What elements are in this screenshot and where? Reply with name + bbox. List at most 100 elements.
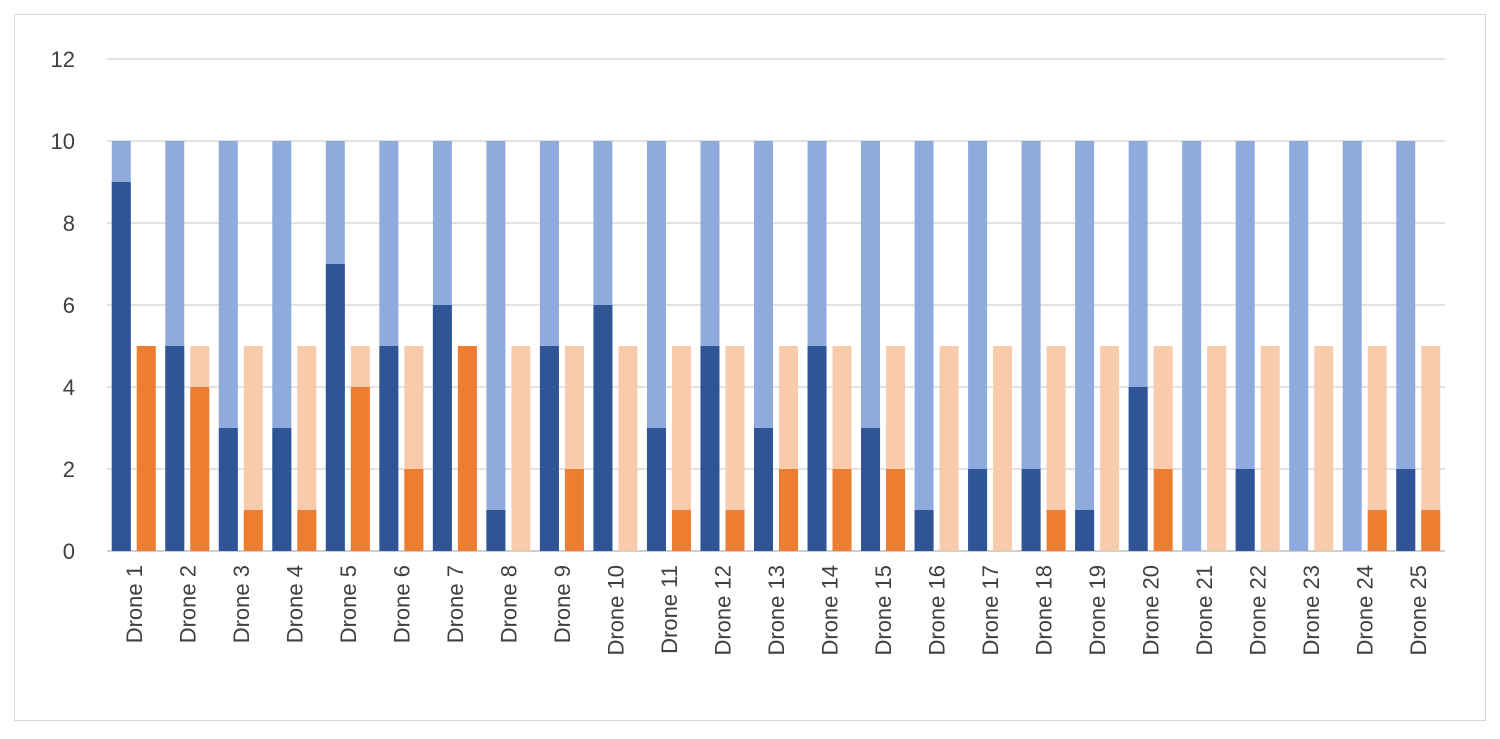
x-tick-label: Drone 9: [550, 565, 575, 643]
y-tick-label: 0: [63, 539, 75, 564]
bar-value: [165, 346, 185, 551]
bar-value: [1021, 469, 1041, 551]
bar-background: [1207, 346, 1227, 551]
bar-background: [968, 141, 988, 551]
bar-value: [539, 346, 559, 551]
bar-value: [1153, 469, 1173, 551]
bar-background: [1396, 141, 1416, 551]
x-tick-label: Drone 11: [657, 565, 682, 654]
bar-background: [1342, 141, 1362, 551]
bar-value: [1421, 510, 1441, 551]
bar-background: [1075, 141, 1095, 551]
bar-background: [1046, 346, 1066, 551]
bar-value: [1367, 510, 1387, 551]
bar-background: [511, 346, 531, 551]
x-tick-label: Drone 10: [603, 565, 628, 656]
bar-value: [457, 346, 477, 551]
x-tick-label: Drone 21: [1192, 565, 1217, 656]
bar-value: [807, 346, 827, 551]
y-tick-label: 12: [51, 47, 75, 72]
x-tick-label: Drone 23: [1299, 565, 1324, 656]
bar-background: [1182, 141, 1202, 551]
x-tick-label: Drone 18: [1032, 565, 1057, 656]
bar-value: [914, 510, 934, 551]
bar-value: [432, 305, 452, 551]
bar-value: [350, 387, 370, 551]
bar-background: [671, 346, 691, 551]
bar-value: [779, 469, 798, 551]
x-tick-label: Drone 8: [496, 565, 521, 643]
y-axis-ticks: 0 2 4 6 8 10 12: [51, 47, 75, 564]
x-tick-label: Drone 19: [1085, 565, 1110, 656]
y-tick-label: 4: [63, 375, 75, 400]
bar-value: [832, 469, 852, 551]
bar-value: [646, 428, 666, 551]
bar-background: [725, 346, 745, 551]
x-tick-label: Drone 2: [175, 565, 200, 643]
y-tick-label: 2: [63, 457, 75, 482]
bar-value: [1235, 469, 1255, 551]
bar-value: [968, 469, 988, 551]
bar-value: [1075, 510, 1095, 551]
bar-value: [700, 346, 720, 551]
bar-value: [325, 264, 345, 551]
x-tick-label: Drone 1: [122, 565, 147, 643]
x-tick-label: Drone 7: [443, 565, 468, 643]
x-tick-label: Drone 4: [282, 565, 307, 643]
bar-background: [1367, 346, 1387, 551]
bar-background: [1421, 346, 1441, 551]
bar-value: [754, 428, 773, 551]
bar-value: [725, 510, 745, 551]
bar-background: [618, 346, 638, 551]
y-tick-label: 10: [51, 129, 75, 154]
bar-value: [564, 469, 584, 551]
bar-background: [297, 346, 317, 551]
bar-background: [914, 141, 934, 551]
bar-background: [486, 141, 506, 551]
x-tick-label: Drone 20: [1139, 565, 1164, 656]
x-tick-label: Drone 16: [925, 565, 950, 656]
bar-value: [886, 469, 906, 551]
x-tick-label: Drone 17: [978, 565, 1003, 656]
x-tick-label: Drone 12: [710, 565, 735, 656]
bar-background: [1314, 346, 1334, 551]
bar-value: [593, 305, 613, 551]
bar-background: [1100, 346, 1120, 551]
bar-background: [1021, 141, 1041, 551]
bar-value: [486, 510, 506, 551]
chart-frame: 0 2 4 6 8 10 12 Drone 1 Drone 2 Drone 3 Drone 4 Dr…: [14, 14, 1486, 721]
bar-value: [404, 469, 424, 551]
x-axis-ticks: Drone 1 Drone 2 Drone 3 Drone 4 Drone 5 Drone…: [122, 565, 1431, 656]
bar-background: [1260, 346, 1280, 551]
bar-value: [1128, 387, 1148, 551]
bar-value: [111, 182, 131, 551]
bar-value: [136, 346, 156, 551]
x-tick-label: Drone 15: [871, 565, 896, 656]
bar-value: [218, 428, 238, 551]
x-tick-label: Drone 24: [1353, 565, 1378, 656]
bar-value: [272, 428, 292, 551]
x-tick-label: Drone 14: [818, 565, 843, 656]
bar-value: [379, 346, 399, 551]
x-tick-label: Drone 5: [336, 565, 361, 643]
bar-value: [1396, 469, 1416, 551]
y-tick-label: 6: [63, 293, 75, 318]
bar-background: [939, 346, 959, 551]
y-tick-label: 8: [63, 211, 75, 236]
x-tick-label: Drone 13: [764, 565, 789, 656]
bar-value: [1046, 510, 1066, 551]
bar-value: [861, 428, 881, 551]
bar-value: [243, 510, 263, 551]
x-tick-label: Drone 22: [1246, 565, 1271, 656]
bar-value: [190, 387, 210, 551]
bar-background: [993, 346, 1013, 551]
bar-value: [671, 510, 691, 551]
bar-background: [1289, 141, 1309, 551]
x-tick-label: Drone 25: [1406, 565, 1431, 656]
bar-value: [297, 510, 317, 551]
bars: [111, 141, 1441, 551]
x-tick-label: Drone 6: [389, 565, 414, 643]
bar-background: [1235, 141, 1255, 551]
x-tick-label: Drone 3: [229, 565, 254, 643]
